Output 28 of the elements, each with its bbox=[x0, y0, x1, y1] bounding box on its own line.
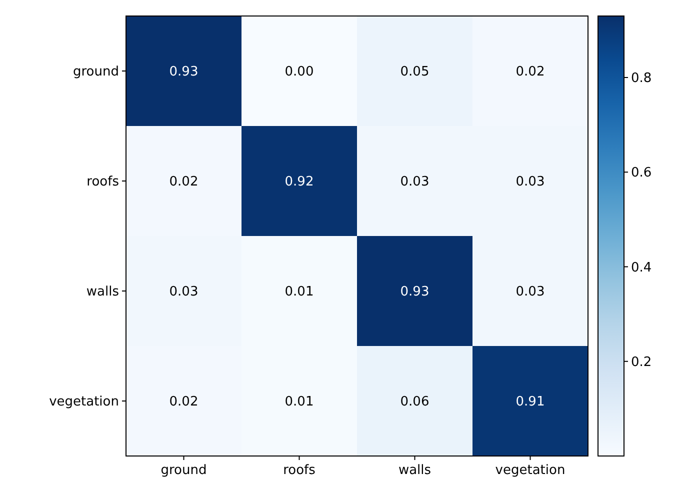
data-label: 0.01 bbox=[284, 394, 314, 410]
y-tick-label: vegetation bbox=[49, 394, 119, 410]
x-tick-label: roofs bbox=[283, 463, 316, 478]
data-label: 0.93 bbox=[169, 64, 198, 80]
data-label: 0.92 bbox=[284, 174, 314, 190]
data-label: 0.01 bbox=[284, 284, 314, 300]
data-label: 0.00 bbox=[284, 64, 314, 80]
data-label: 0.03 bbox=[516, 174, 545, 190]
data-label: 0.03 bbox=[516, 284, 545, 300]
color-bar-label: 0.8 bbox=[631, 71, 652, 86]
x-tick-label: ground bbox=[160, 463, 207, 478]
x-tick-label: walls bbox=[398, 463, 432, 478]
data-label: 0.06 bbox=[400, 394, 430, 410]
y-tick-label: walls bbox=[86, 284, 120, 300]
y-tick-label: roofs bbox=[86, 174, 120, 190]
data-label: 0.91 bbox=[516, 394, 545, 410]
data-label: 0.02 bbox=[516, 64, 545, 80]
data-label: 0.05 bbox=[400, 64, 430, 80]
data-label: 0.03 bbox=[400, 174, 430, 190]
y-tick-label: ground bbox=[73, 64, 119, 80]
data-label: 0.03 bbox=[169, 284, 198, 300]
color-bar-label: 0.4 bbox=[631, 260, 652, 276]
data-label: 0.93 bbox=[400, 284, 430, 300]
color-bar-label: 0.6 bbox=[631, 166, 652, 181]
x-tick-label: vegetation bbox=[495, 463, 566, 478]
data-label: 0.02 bbox=[169, 174, 198, 190]
color-bar-label: 0.2 bbox=[631, 354, 652, 370]
data-label: 0.02 bbox=[169, 394, 198, 410]
